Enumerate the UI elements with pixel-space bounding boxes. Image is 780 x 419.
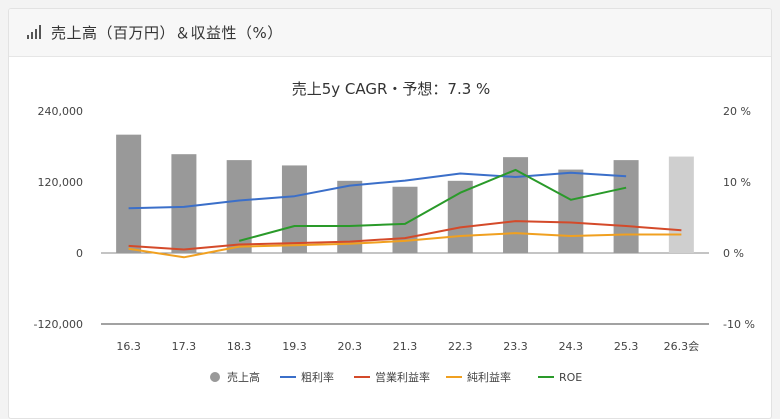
sales-bar [613, 160, 639, 253]
legend-marker [210, 372, 220, 382]
sales-bar [503, 157, 529, 253]
sales-bar [116, 134, 142, 253]
signal-bars-icon [27, 25, 45, 39]
legend-label: ROE [559, 371, 582, 384]
left-tick-label: -120,000 [34, 318, 83, 331]
sales-bar [281, 165, 307, 253]
series-line-営業利益率 [128, 220, 682, 251]
series-line-純利益率 [128, 232, 682, 259]
right-tick-label: 0 % [723, 247, 744, 260]
chart-card: 売上高（百万円）＆収益性（%） 売上5y CAGR・予想：7.3 % 240,00… [8, 8, 772, 419]
sales-bar [668, 156, 694, 253]
x-tick-label: 23.3 [503, 340, 528, 353]
combo-chart: 売上5y CAGR・予想：7.3 % 240,000 120,000 0 -120,00… [34, 80, 755, 384]
x-tick-label: 25.3 [614, 340, 639, 353]
legend-label: 粗利率 [301, 370, 334, 384]
card-header: 売上高（百万円）＆収益性（%） [9, 9, 771, 57]
sales-bar [558, 169, 584, 253]
series-line-粗利率 [128, 171, 627, 210]
right-tick-label: -10 % [723, 318, 755, 331]
x-tick-label: 20.3 [337, 340, 362, 353]
right-tick-label: 10 % [723, 176, 751, 189]
legend-label: 営業利益率 [375, 370, 430, 384]
series-line-ROE [238, 168, 627, 242]
x-tick-label: 24.3 [559, 340, 584, 353]
x-tick-label: 26.3会 [664, 340, 700, 353]
x-tick-label: 19.3 [282, 340, 307, 353]
x-tick-label: 22.3 [448, 340, 473, 353]
left-tick-label: 240,000 [38, 105, 84, 118]
left-tick-label: 0 [76, 247, 83, 260]
right-tick-label: 20 % [723, 105, 751, 118]
sales-bar [171, 154, 197, 253]
legend-label: 純利益率 [467, 370, 511, 384]
x-tick-label: 21.3 [393, 340, 418, 353]
x-tick-label: 17.3 [172, 340, 197, 353]
legend-label: 売上高 [227, 370, 260, 384]
card-title: 売上高（百万円）＆収益性（%） [51, 24, 283, 42]
chart-title: 売上5y CAGR・予想：7.3 % [292, 80, 491, 98]
x-tick-label: 16.3 [116, 340, 141, 353]
sales-bar [226, 160, 252, 253]
left-tick-label: 120,000 [38, 176, 84, 189]
x-tick-label: 18.3 [227, 340, 252, 353]
